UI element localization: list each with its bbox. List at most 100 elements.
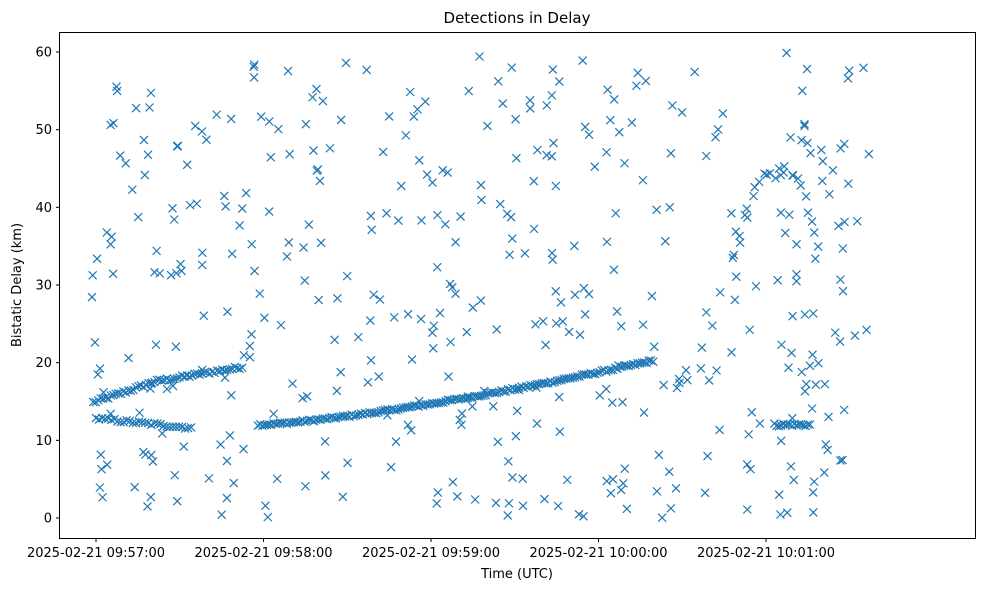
data-point (492, 388, 502, 398)
data-point (396, 181, 406, 191)
data-point (700, 488, 710, 498)
data-point (403, 309, 413, 319)
data-point (859, 63, 868, 73)
data-point (308, 92, 317, 102)
data-point (143, 150, 153, 160)
data-point (529, 176, 539, 186)
data-point (428, 343, 438, 353)
data-point (852, 216, 862, 226)
data-point (403, 420, 413, 430)
data-point (570, 290, 580, 300)
data-point (808, 507, 818, 517)
data-point (754, 177, 764, 187)
data-point (800, 310, 810, 319)
data-point (551, 286, 561, 296)
data-point (713, 125, 723, 134)
data-point (805, 361, 815, 371)
data-point (320, 437, 330, 446)
data-point (776, 208, 786, 218)
data-point (197, 248, 207, 258)
data-point (462, 327, 472, 337)
data-point (809, 228, 819, 238)
data-point (429, 321, 439, 331)
data-point (801, 192, 811, 201)
data-point (197, 369, 207, 379)
data-point (99, 387, 108, 397)
data-point (835, 455, 845, 465)
data-point (659, 380, 669, 390)
data-point (821, 440, 831, 449)
data-point (777, 340, 786, 350)
data-point (834, 221, 843, 231)
data-point (183, 423, 193, 433)
data-point (314, 295, 324, 305)
data-point (800, 386, 810, 396)
data-point (564, 327, 574, 337)
data-point (260, 501, 270, 511)
data-point (401, 130, 411, 140)
data-point (106, 390, 116, 400)
data-point (312, 166, 322, 176)
data-point (618, 478, 628, 488)
data-point (498, 99, 508, 108)
data-point (542, 150, 552, 160)
data-point (810, 254, 820, 264)
data-point (499, 387, 509, 396)
data-point (256, 112, 266, 122)
data-point (503, 511, 513, 520)
data-point (407, 355, 417, 364)
data-point (744, 429, 754, 439)
data-point (797, 135, 806, 145)
data-point (249, 60, 259, 70)
data-point (237, 363, 247, 373)
data-point (728, 253, 738, 263)
y-tick-label: 0 (44, 512, 52, 527)
data-point (255, 289, 265, 299)
data-point (463, 393, 473, 403)
data-point (493, 76, 503, 86)
data-point (531, 319, 540, 329)
data-point (247, 239, 257, 249)
data-point (746, 464, 755, 474)
data-point (457, 409, 467, 418)
data-point (259, 313, 269, 323)
data-point (389, 312, 399, 322)
data-point (703, 451, 712, 461)
data-point (440, 219, 450, 229)
data-point (775, 510, 785, 519)
x-tick-label: 2025-02-21 09:58:00 (194, 546, 332, 561)
data-point (282, 252, 292, 261)
data-point (237, 204, 247, 213)
y-axis-ticks: 0 10 20 30 40 50 60 (35, 46, 60, 527)
data-point (797, 86, 807, 96)
data-point (220, 373, 230, 382)
data-point (562, 475, 572, 485)
data-point (371, 408, 381, 418)
data-point (212, 110, 222, 120)
data-point (796, 181, 806, 190)
data-point (584, 289, 594, 299)
data-point (840, 217, 849, 227)
data-point (269, 409, 278, 419)
data-point (514, 385, 524, 395)
data-point (239, 444, 248, 454)
data-point (170, 374, 179, 384)
data-point (579, 511, 588, 521)
data-point (755, 419, 765, 428)
data-point (301, 119, 311, 129)
data-point (139, 135, 149, 145)
data-point (806, 148, 815, 158)
data-point (109, 118, 118, 128)
data-point (433, 488, 443, 497)
data-point (818, 156, 828, 166)
x-axis-title: Time (UTC) (480, 567, 553, 582)
data-point (641, 76, 651, 86)
data-point (353, 332, 363, 342)
data-point (504, 498, 514, 508)
data-point (150, 267, 159, 277)
data-point (782, 48, 791, 58)
data-point (264, 117, 274, 126)
data-point (606, 488, 616, 498)
data-point (168, 381, 178, 391)
data-point (304, 220, 314, 230)
